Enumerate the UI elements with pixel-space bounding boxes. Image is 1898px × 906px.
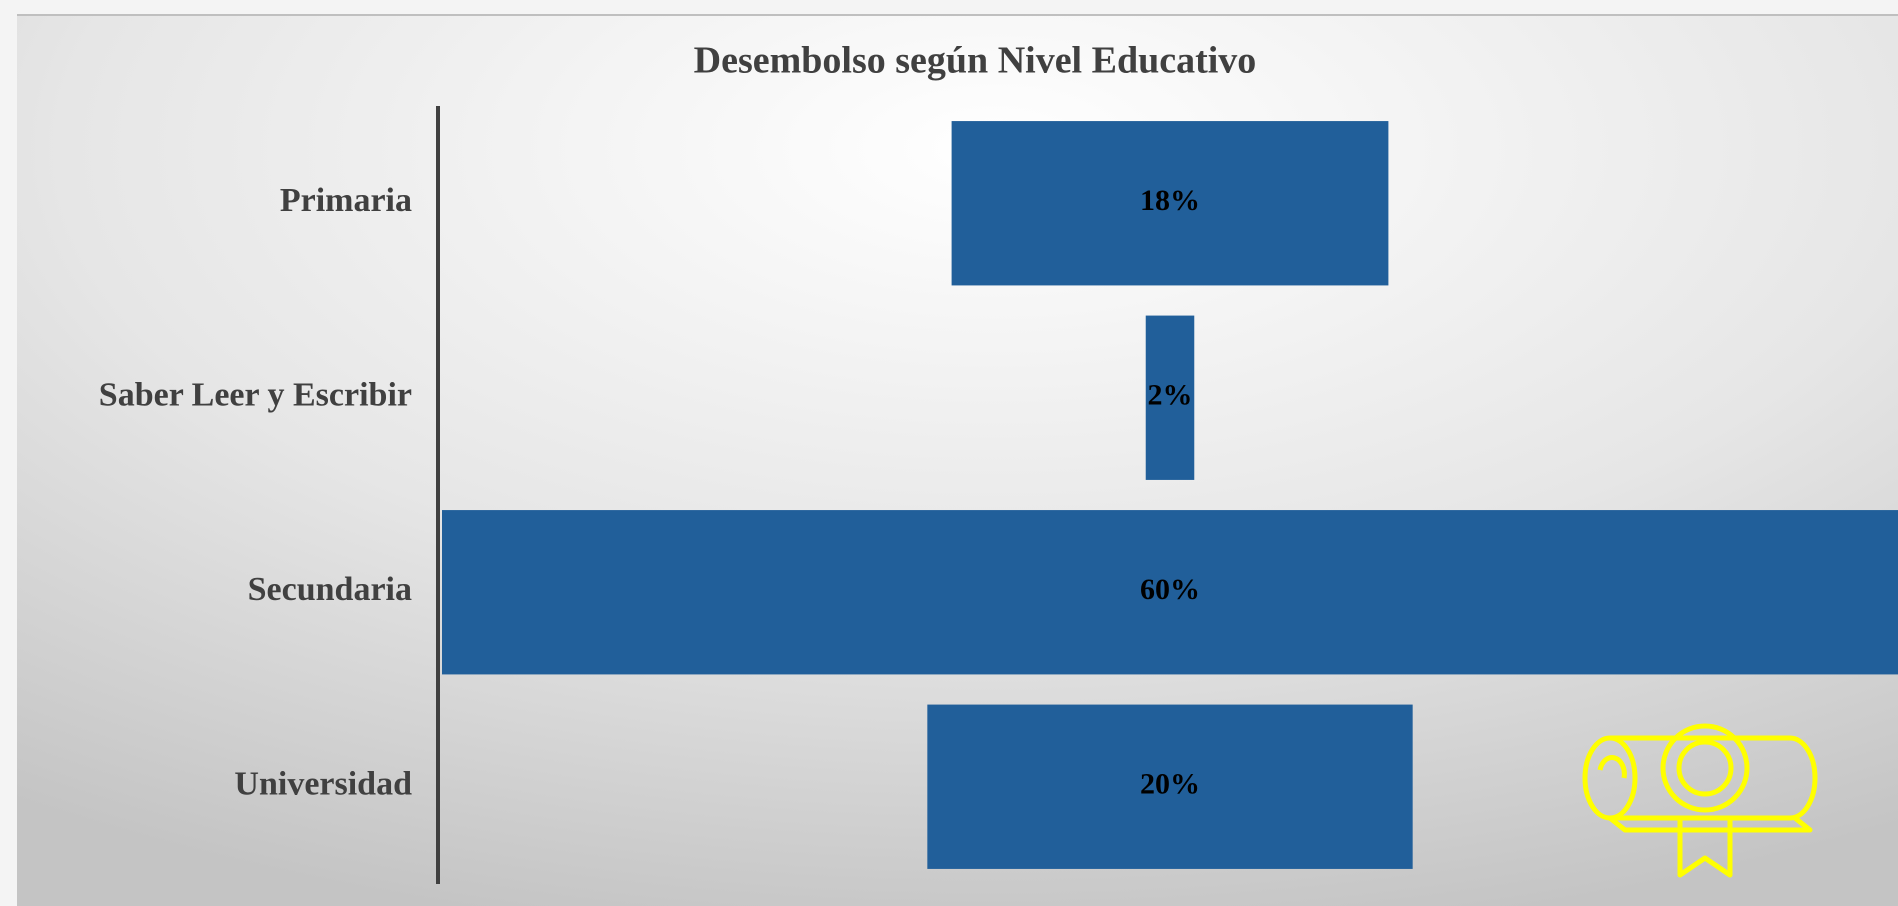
category-label: Saber Leer y Escribir [99, 377, 412, 414]
data-label: 60% [1140, 573, 1200, 606]
diploma-icon [1582, 723, 1818, 878]
bar [927, 704, 1413, 869]
bar [951, 121, 1389, 286]
category-label: Secundaria [248, 571, 412, 608]
bars [442, 121, 1898, 869]
data-label: 20% [1140, 768, 1200, 801]
chart-title: Desembolso según Nivel Educativo [694, 40, 1257, 82]
bar [442, 510, 1898, 675]
bar [1145, 315, 1195, 480]
data-label: 18% [1140, 184, 1200, 217]
category-label: Universidad [234, 766, 412, 803]
category-label: Primaria [280, 182, 412, 219]
data-label: 2% [1148, 379, 1193, 412]
